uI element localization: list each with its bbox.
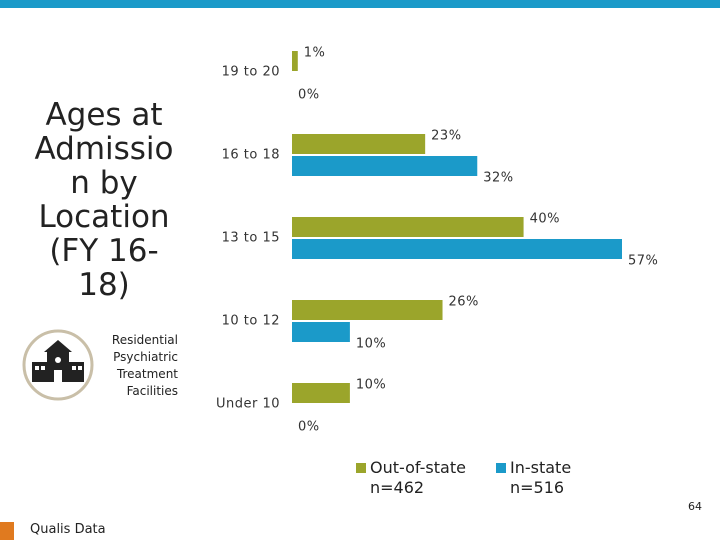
value-label: 10% bbox=[356, 378, 386, 393]
category-label: 16 to 18 bbox=[222, 148, 280, 163]
value-label: 1% bbox=[304, 46, 326, 61]
value-label: 57% bbox=[628, 254, 658, 269]
value-label: 10% bbox=[356, 337, 386, 352]
bar bbox=[292, 322, 350, 342]
legend-label: Out-of-state n=462 bbox=[370, 458, 466, 497]
category-label: 19 to 20 bbox=[222, 65, 280, 80]
footer: Qualis Data bbox=[0, 522, 110, 540]
legend-item: In-state n=516 bbox=[496, 458, 622, 498]
category-label: 10 to 12 bbox=[222, 314, 280, 329]
value-label: 0% bbox=[298, 88, 320, 103]
legend: Out-of-state n=462 In-state n=516 bbox=[356, 458, 622, 498]
legend-swatch bbox=[496, 463, 506, 473]
legend-swatch bbox=[356, 463, 366, 473]
legend-label: In-state n=516 bbox=[510, 458, 572, 497]
page-number: 64 bbox=[688, 500, 702, 513]
top-band bbox=[0, 0, 720, 8]
bar bbox=[292, 383, 350, 403]
bar bbox=[292, 156, 478, 176]
bar bbox=[292, 300, 443, 320]
legend-item: Out-of-state n=462 bbox=[356, 458, 482, 498]
slide-title: Ages at Admission by Location (FY 16-18) bbox=[34, 97, 174, 303]
category-label: Under 10 bbox=[216, 397, 280, 412]
building-icon bbox=[22, 329, 94, 401]
value-label: 0% bbox=[298, 420, 320, 435]
category-label: 13 to 15 bbox=[222, 231, 280, 246]
bar bbox=[292, 134, 426, 154]
subtitle: Residential Psychiatric Treatment Facili… bbox=[111, 333, 178, 398]
value-label: 23% bbox=[431, 129, 461, 144]
bar bbox=[292, 217, 524, 237]
bar bbox=[292, 51, 298, 71]
value-label: 26% bbox=[449, 295, 479, 310]
value-label: 40% bbox=[530, 212, 560, 227]
value-label: 32% bbox=[483, 171, 513, 186]
bar bbox=[292, 239, 622, 259]
